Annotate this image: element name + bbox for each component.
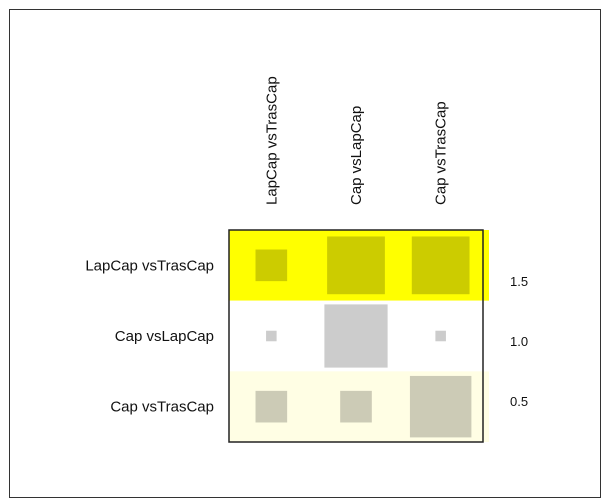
legend-swatch [482, 371, 489, 442]
legend-tick-label: 1.0 [510, 334, 528, 349]
heatmap-cell [324, 304, 388, 368]
legend-swatch [482, 230, 489, 301]
legend-tick-label: 0.5 [510, 394, 528, 409]
heatmap-cell [266, 330, 277, 342]
heatmap-cell [411, 236, 470, 295]
column-label: Cap vsTrasCap [433, 101, 450, 205]
heatmap-cell [327, 236, 385, 295]
heatmap-chart: LapCap vsTrasCap Cap vsLapCap Cap vsTrasCa… [85, 76, 528, 443]
legend-tick-label: 1.5 [510, 274, 528, 289]
column-label: LapCap vsTrasCap [263, 76, 280, 205]
heatmap-cell [409, 375, 472, 438]
heatmap-cell [255, 249, 288, 282]
legend-color-strip [482, 230, 489, 442]
column-label: Cap vsLapCap [348, 106, 365, 205]
legend-swatch [482, 300, 489, 372]
heatmap-border [228, 229, 484, 443]
row-label: Cap vsLapCap [115, 328, 214, 345]
heatmap-cell [435, 330, 446, 342]
heatmap-cell [340, 390, 372, 423]
row-label: Cap vsTrasCap [110, 399, 214, 416]
heatmap-cells [255, 236, 472, 438]
row-labels: LapCap vsTrasCap Cap vsLapCap Cap vsTrasCa… [85, 257, 214, 415]
legend-tick-labels: 1.5 1.0 0.5 [510, 274, 528, 409]
row-label: LapCap vsTrasCap [85, 257, 214, 274]
column-labels: LapCap vsTrasCap Cap vsLapCap Cap vsTrasCa… [263, 76, 449, 205]
heatmap-cell [255, 390, 288, 423]
